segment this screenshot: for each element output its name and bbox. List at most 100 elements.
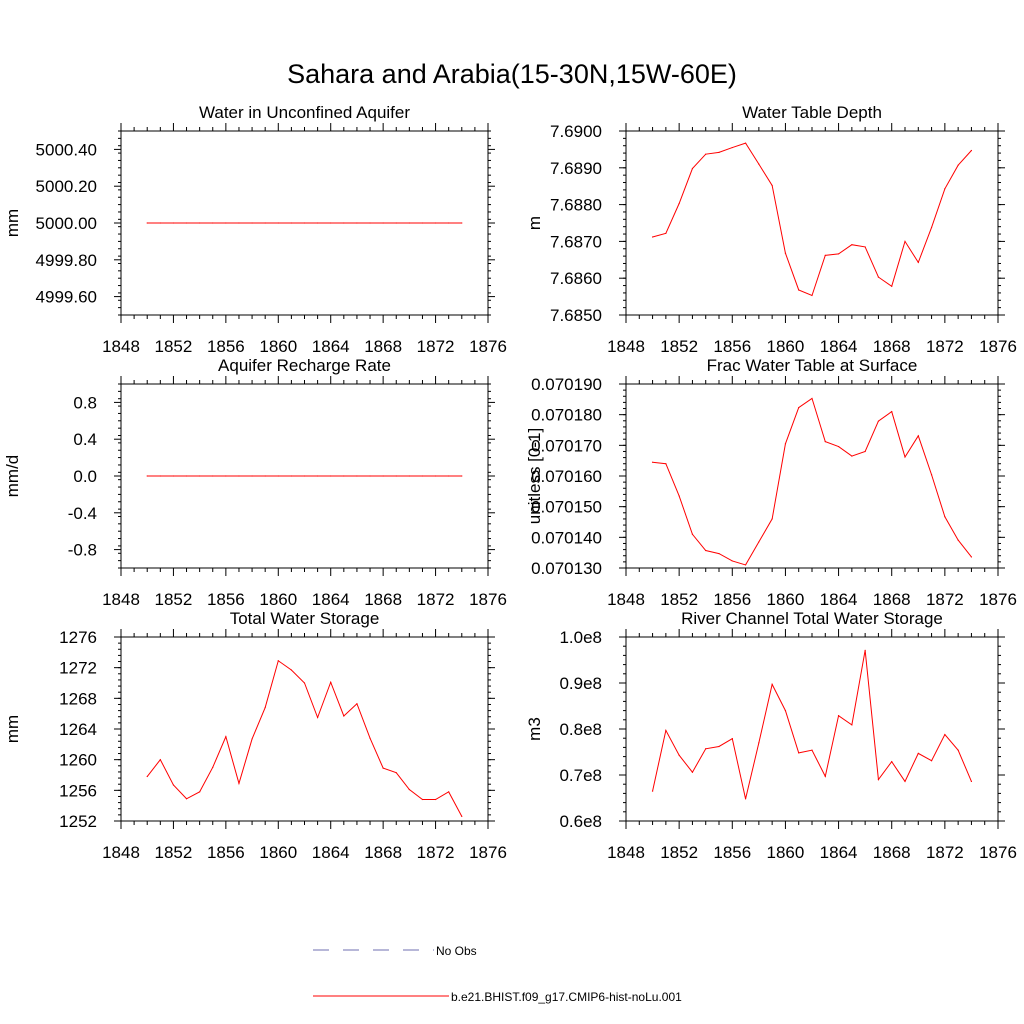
x-tick-label: 1852 — [155, 590, 193, 609]
y-axis-label: mm/d — [3, 455, 22, 498]
data-point — [665, 729, 667, 731]
figure-title: Sahara and Arabia(15-30N,15W-60E) — [287, 59, 737, 89]
data-point — [798, 752, 800, 754]
x-tick-label: 1856 — [207, 843, 245, 862]
plot-frame — [625, 636, 999, 822]
x-tick-label: 1868 — [873, 590, 911, 609]
data-point — [784, 443, 787, 445]
data-point — [408, 788, 410, 791]
data-point — [330, 222, 332, 224]
y-tick-label: 7.6870 — [550, 232, 602, 251]
data-point — [798, 289, 800, 291]
data-point — [930, 474, 933, 476]
data-point — [277, 660, 279, 662]
y-tick-label: 1260 — [59, 751, 97, 770]
y-tick-label: 0.070140 — [531, 528, 602, 547]
data-point — [665, 463, 667, 465]
data-point — [864, 649, 866, 651]
data-point — [421, 798, 424, 801]
data-point — [317, 716, 319, 719]
y-tick-label: 0.0 — [73, 467, 97, 486]
data-point — [172, 784, 175, 786]
data-point — [264, 475, 266, 477]
data-point — [395, 222, 397, 224]
data-point — [811, 397, 813, 400]
data-point — [421, 475, 424, 477]
data-point — [330, 681, 332, 683]
data-point — [146, 222, 148, 224]
y-tick-label: 7.6890 — [550, 159, 602, 178]
y-axis-label: unitless [0-1] — [525, 428, 544, 524]
data-point — [904, 240, 906, 242]
data-point — [731, 738, 733, 740]
data-point — [185, 222, 188, 224]
y-tick-label: 1264 — [59, 720, 97, 739]
data-point — [199, 222, 201, 224]
series-line-frac-water-table-at-surface — [652, 397, 972, 566]
data-point — [146, 475, 148, 477]
x-tick-label: 1876 — [979, 337, 1017, 356]
data-point — [343, 715, 345, 717]
data-point — [395, 772, 397, 774]
panel-river-channel-storage: River Channel Total Water Storage m3 1848 1… — [525, 609, 1017, 862]
data-point — [172, 475, 175, 477]
data-point — [957, 539, 959, 541]
data-point — [864, 246, 866, 248]
data-point — [705, 153, 707, 155]
data-point — [382, 475, 384, 477]
data-point — [705, 748, 707, 750]
x-tick-label: 1872 — [417, 843, 455, 862]
data-point — [251, 475, 253, 477]
data-point — [771, 184, 773, 187]
data-point — [264, 706, 266, 709]
data-point — [718, 151, 720, 153]
data-point — [970, 556, 973, 558]
data-point — [434, 222, 437, 224]
data-point — [771, 518, 773, 520]
data-point — [225, 222, 227, 224]
data-point — [434, 475, 437, 477]
panel-frac-water-table-surface: Frac Water Table at Surface unitless [0-1… — [525, 356, 1017, 609]
data-point — [185, 798, 188, 800]
legend-label-no-obs: No Obs — [436, 944, 477, 958]
x-tick-label: 1848 — [607, 590, 645, 609]
data-point — [957, 749, 959, 751]
plot-frame — [625, 383, 999, 569]
data-point — [837, 715, 840, 717]
x-tick-label: 1864 — [820, 337, 858, 356]
data-point — [705, 549, 707, 552]
y-tick-label: 0.070170 — [531, 436, 602, 455]
data-point — [944, 188, 946, 190]
data-point — [290, 475, 292, 477]
x-tick-label: 1856 — [713, 337, 751, 356]
data-point — [824, 441, 826, 443]
data-point — [851, 244, 853, 246]
data-point — [238, 222, 240, 224]
data-point — [395, 475, 397, 477]
data-point — [731, 560, 733, 562]
data-point — [369, 222, 371, 224]
data-point — [199, 475, 201, 477]
data-point — [303, 475, 306, 477]
y-tick-label: 0.070160 — [531, 467, 602, 486]
data-point — [970, 149, 973, 152]
data-point — [317, 222, 319, 224]
data-point — [718, 745, 720, 748]
data-point — [798, 407, 800, 409]
data-point — [212, 475, 214, 477]
legend: No Obs b.e21.BHIST.f09_g17.CMIP6-hist-no… — [313, 944, 682, 1004]
data-point — [651, 790, 654, 792]
data-point — [771, 683, 773, 685]
data-point — [369, 737, 371, 739]
x-tick-label: 1876 — [469, 843, 507, 862]
y-tick-label: 0.8 — [73, 393, 97, 412]
data-point — [691, 771, 694, 773]
x-tick-label: 1868 — [364, 843, 402, 862]
data-point — [159, 475, 161, 477]
data-point — [356, 475, 358, 477]
panel-aquifer-recharge-rate: Aquifer Recharge Rate mm/d 1848 1852 1856 186… — [3, 356, 507, 609]
x-tick-label: 1864 — [312, 843, 350, 862]
x-tick-label: 1868 — [364, 590, 402, 609]
x-tick-label: 1864 — [312, 337, 350, 356]
